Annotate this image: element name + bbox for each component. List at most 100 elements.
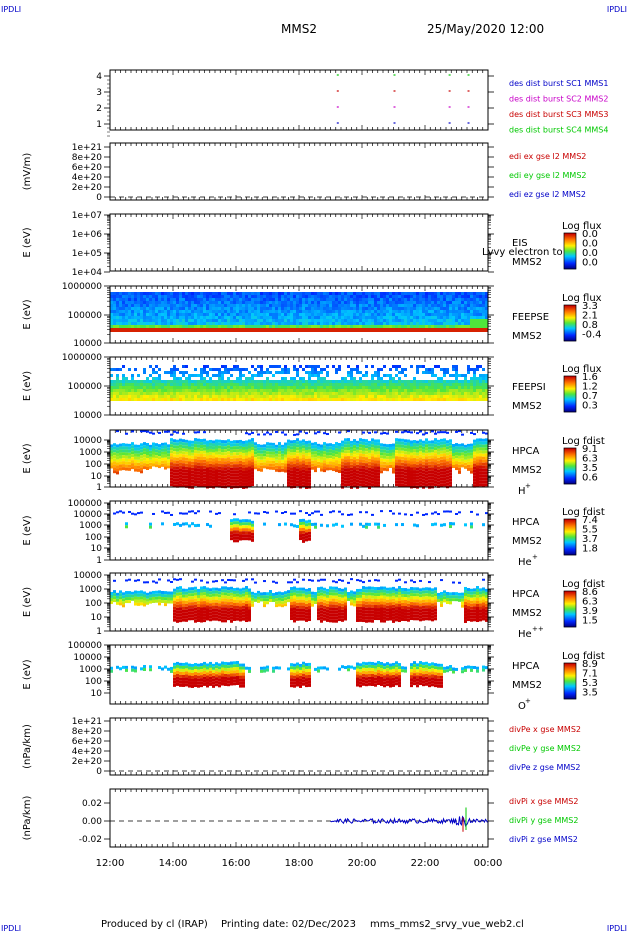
- spectrogram-cell: [380, 304, 383, 307]
- spectrogram-cell: [419, 398, 422, 401]
- spectrogram-cell: [287, 319, 290, 322]
- spectrogram-cell: [473, 368, 476, 371]
- spectrogram-cell: [110, 313, 113, 316]
- spectrogram-cell: [263, 395, 266, 398]
- spectrogram-cell: [359, 386, 362, 389]
- spectrogram-cell: [317, 365, 320, 368]
- spectrogram-cell: [260, 392, 263, 395]
- spectrogram-cell: [281, 295, 284, 298]
- spectrogram-cell: [353, 389, 356, 392]
- spectrogram-cell: [470, 328, 473, 332]
- spectrogram-cell: [212, 325, 215, 328]
- spectrogram-cell: [452, 301, 455, 304]
- spectrogram-cell: [215, 310, 218, 313]
- spectrogram-cell: [314, 389, 317, 392]
- spectrogram-cell: [350, 380, 353, 383]
- spectrogram-cell: [263, 398, 266, 401]
- spectrogram-cell: [233, 398, 236, 401]
- spectrogram-cell: [281, 301, 284, 304]
- spectrogram-cell: [224, 395, 227, 398]
- spectrogram-cell: [257, 322, 260, 325]
- spectrogram-cell: [398, 310, 401, 313]
- spectrogram-cell: [110, 392, 113, 395]
- spectrogram-cell: [173, 389, 176, 392]
- spectrogram-cell: [455, 374, 458, 377]
- spectrogram-cell: [374, 383, 377, 386]
- spectrogram-cell: [284, 316, 287, 319]
- spectrogram-cell: [401, 304, 404, 307]
- spectrogram-cell: [413, 316, 416, 319]
- spectrogram-cell: [317, 292, 320, 295]
- spectrogram-cell: [119, 389, 122, 392]
- spectrogram-cell: [395, 316, 398, 319]
- spectrogram-cell: [485, 374, 488, 377]
- spectrogram-cell: [308, 374, 311, 377]
- spectrogram-cell: [290, 316, 293, 319]
- spectrogram-cell: [392, 383, 395, 386]
- spectrogram-cell: [275, 380, 278, 383]
- spectrogram-cell: [290, 392, 293, 395]
- spectrogram-cell: [398, 389, 401, 392]
- spectrogram-cell: [383, 316, 386, 319]
- spectrogram-cell: [320, 322, 323, 325]
- spectrogram-cell: [248, 392, 251, 395]
- spectrogram-cell: [134, 319, 137, 322]
- spectrogram-cell: [437, 383, 440, 386]
- spectrogram-cell: [314, 313, 317, 316]
- spectrogram-cell: [323, 313, 326, 316]
- spectrogram-cell: [251, 325, 254, 328]
- spectrogram-cell: [257, 328, 260, 332]
- spectrogram-cell: [422, 328, 425, 332]
- spectrogram-cell: [377, 298, 380, 301]
- spectrogram-cell: [215, 383, 218, 386]
- spectrogram-cell: [428, 292, 431, 295]
- spectrogram-cell: [110, 383, 113, 386]
- spectrogram-cell: [374, 295, 377, 298]
- spectrogram-cell: [257, 307, 260, 310]
- spectrogram-cell: [164, 395, 167, 398]
- spectrogram-cell: [473, 298, 476, 301]
- spectrogram-cell: [335, 380, 338, 383]
- spectrogram-cell: [209, 389, 212, 392]
- spectrogram-cell: [152, 398, 155, 401]
- spectrogram-cell: [116, 292, 119, 295]
- spectrogram-cell: [398, 383, 401, 386]
- spectrogram-cell: [155, 322, 158, 325]
- spectrogram-cell: [437, 386, 440, 389]
- spectrogram-cell: [365, 313, 368, 316]
- spectrogram-cell: [254, 322, 257, 325]
- spectrogram-cell: [113, 398, 116, 401]
- spectrogram-cell: [299, 319, 302, 322]
- spectrogram-cell: [440, 298, 443, 301]
- spectrogram-cell: [353, 395, 356, 398]
- spectrogram-cell: [119, 380, 122, 383]
- spectrogram-cell: [449, 319, 452, 322]
- spectrogram-cell: [386, 316, 389, 319]
- spectrogram-cell: [131, 304, 134, 307]
- spectrogram-cell: [467, 395, 470, 398]
- spectrogram-cell: [254, 374, 257, 377]
- colorbar-tick-label: 0.0: [582, 248, 598, 259]
- spectrogram-cell: [254, 310, 257, 313]
- panel-frame: [109, 69, 489, 131]
- spectrogram-cell: [449, 328, 452, 332]
- spectrogram-cell: [437, 328, 440, 332]
- spectrogram-cell: [233, 298, 236, 301]
- spectrogram-cell: [482, 298, 485, 301]
- spectrogram-cell: [395, 374, 398, 377]
- spectrogram-cell: [212, 316, 215, 319]
- spectrogram-cell: [137, 319, 140, 322]
- spectrogram-cell: [278, 328, 281, 332]
- spectrogram-cell: [389, 310, 392, 313]
- spectrogram-cell: [263, 325, 266, 328]
- spectrogram-cell: [398, 313, 401, 316]
- spectrogram-cell: [425, 319, 428, 322]
- spectrogram-cell: [482, 386, 485, 389]
- legend-entry: des dist burst SC3 MMS3: [509, 110, 608, 119]
- spectrogram-cell: [356, 365, 359, 368]
- spectrogram-cell: [461, 325, 464, 328]
- spectrogram-cell: [266, 386, 269, 389]
- spectrogram-cell: [449, 383, 452, 386]
- spectrogram-cell: [227, 328, 230, 332]
- spectrogram-cell: [410, 386, 413, 389]
